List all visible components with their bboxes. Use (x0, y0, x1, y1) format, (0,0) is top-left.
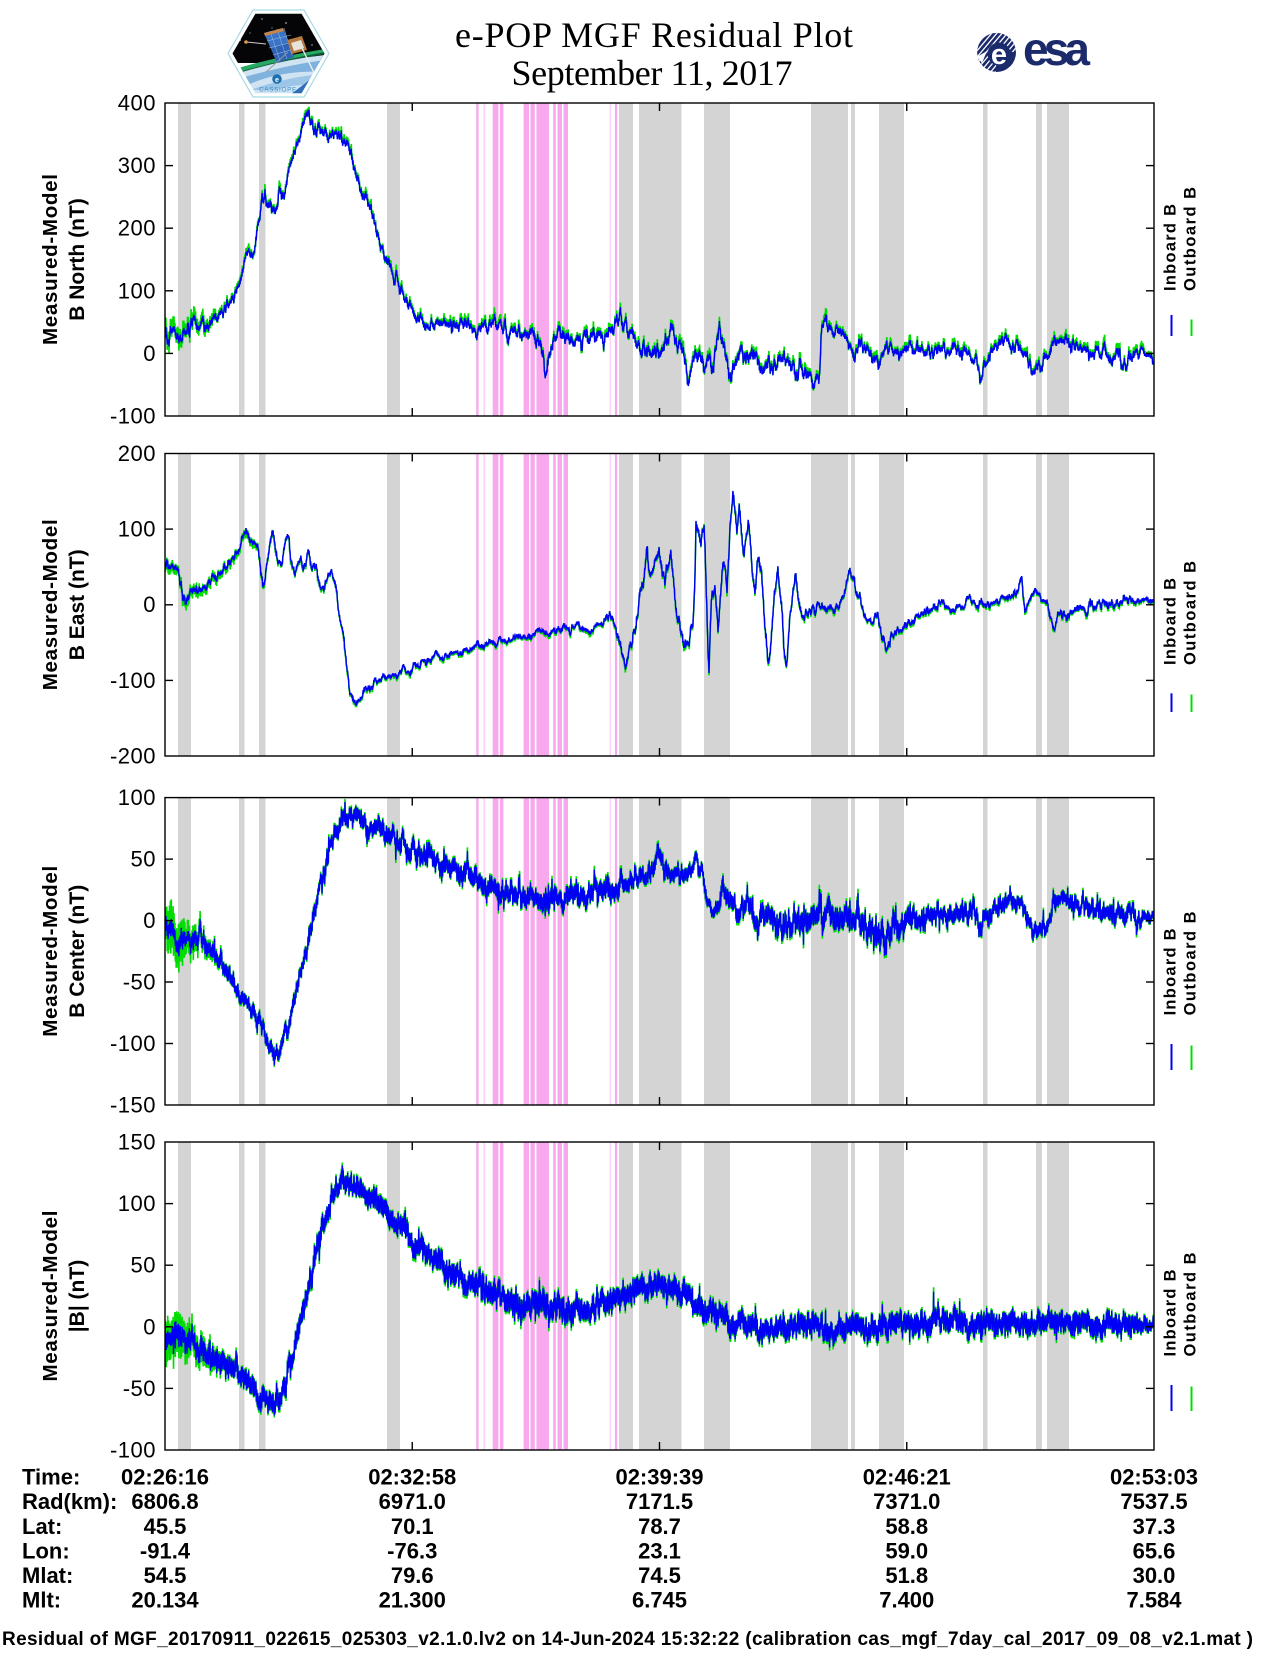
svg-text:0: 0 (143, 592, 156, 617)
svg-text:100: 100 (118, 785, 156, 810)
svg-text:7.584: 7.584 (1126, 1588, 1182, 1613)
svg-text:50: 50 (131, 847, 156, 872)
svg-text:7.400: 7.400 (879, 1588, 934, 1613)
svg-text:200: 200 (118, 216, 156, 241)
svg-text:02:53:03: 02:53:03 (1110, 1465, 1198, 1490)
svg-text:Inboard B: Inboard B (1162, 578, 1180, 665)
svg-text:20.134: 20.134 (131, 1588, 199, 1613)
svg-text:Lon:: Lon: (22, 1538, 70, 1563)
svg-text:0: 0 (143, 1314, 156, 1339)
svg-text:Inboard B: Inboard B (1162, 204, 1180, 291)
svg-text:-50: -50 (123, 1376, 156, 1401)
svg-text:150: 150 (118, 1130, 156, 1155)
svg-text:-200: -200 (110, 744, 156, 769)
svg-text:esa: esa (1023, 23, 1090, 75)
svg-text:B North (nT): B North (nT) (66, 198, 89, 320)
svg-text:B Center (nT): B Center (nT) (66, 885, 89, 1018)
svg-text:7537.5: 7537.5 (1120, 1489, 1187, 1514)
svg-text:CASSIOPE: CASSIOPE (259, 87, 297, 94)
svg-text:Rad(km):: Rad(km): (22, 1489, 117, 1514)
svg-text:50: 50 (131, 1253, 156, 1278)
svg-text:Time:: Time: (22, 1465, 80, 1490)
svg-text:78.7: 78.7 (638, 1514, 681, 1539)
svg-text:-150: -150 (110, 1093, 156, 1118)
svg-text:21.300: 21.300 (379, 1588, 446, 1613)
svg-text:-100: -100 (110, 1031, 156, 1056)
svg-text:Measured-Model: Measured-Model (39, 866, 62, 1037)
svg-text:45.5: 45.5 (144, 1514, 187, 1539)
svg-text:Mlat:: Mlat: (22, 1563, 73, 1588)
svg-text:54.5: 54.5 (144, 1563, 187, 1588)
svg-text:200: 200 (118, 441, 156, 466)
svg-text:7171.5: 7171.5 (626, 1489, 693, 1514)
svg-text:-91.4: -91.4 (140, 1538, 191, 1563)
svg-text:02:26:16: 02:26:16 (121, 1465, 209, 1490)
svg-text:23.1: 23.1 (638, 1538, 681, 1563)
svg-text:02:39:39: 02:39:39 (615, 1465, 703, 1490)
svg-text:e: e (275, 77, 279, 84)
svg-text:Measured-Model: Measured-Model (39, 1211, 62, 1382)
svg-text:Inboard B: Inboard B (1162, 928, 1180, 1015)
svg-text:Outboard B: Outboard B (1182, 561, 1200, 665)
svg-text:37.3: 37.3 (1133, 1514, 1176, 1539)
svg-text:Outboard B: Outboard B (1182, 911, 1200, 1015)
svg-text:79.6: 79.6 (391, 1563, 434, 1588)
svg-text:58.8: 58.8 (885, 1514, 928, 1539)
svg-text:02:46:21: 02:46:21 (863, 1465, 951, 1490)
svg-text:100: 100 (118, 278, 156, 303)
svg-text:September 11, 2017: September 11, 2017 (512, 53, 793, 93)
svg-text:300: 300 (118, 153, 156, 178)
svg-text:0: 0 (143, 908, 156, 933)
svg-text:Outboard B: Outboard B (1182, 1252, 1200, 1356)
svg-text:6806.8: 6806.8 (131, 1489, 198, 1514)
svg-text:Measured-Model: Measured-Model (39, 519, 62, 690)
svg-text:02:32:58: 02:32:58 (368, 1465, 456, 1490)
svg-text:e: e (991, 39, 1007, 71)
svg-text:65.6: 65.6 (1133, 1538, 1176, 1563)
svg-text:59.0: 59.0 (885, 1538, 928, 1563)
svg-text:30.0: 30.0 (1133, 1563, 1176, 1588)
svg-text:Outboard B: Outboard B (1182, 187, 1200, 291)
svg-text:51.8: 51.8 (885, 1563, 928, 1588)
svg-text:e-POP MGF Residual Plot: e-POP MGF Residual Plot (455, 15, 853, 55)
svg-text:-100: -100 (110, 404, 156, 429)
svg-text:7371.0: 7371.0 (873, 1489, 940, 1514)
svg-text:Measured-Model: Measured-Model (39, 174, 62, 345)
svg-text:100: 100 (118, 1191, 156, 1216)
svg-text:-76.3: -76.3 (387, 1538, 437, 1563)
svg-text:0: 0 (143, 341, 156, 366)
svg-text:Lat:: Lat: (22, 1514, 62, 1539)
svg-text:|B| (nT): |B| (nT) (66, 1260, 89, 1332)
svg-text:Inboard B: Inboard B (1162, 1269, 1180, 1356)
svg-text:400: 400 (118, 91, 156, 116)
svg-text:6.745: 6.745 (632, 1588, 687, 1613)
svg-text:74.5: 74.5 (638, 1563, 681, 1588)
svg-text:-100: -100 (110, 668, 156, 693)
svg-text:-100: -100 (110, 1438, 156, 1463)
svg-text:B East (nT): B East (nT) (66, 549, 89, 660)
svg-text:Mlt:: Mlt: (22, 1588, 61, 1613)
svg-text:6971.0: 6971.0 (379, 1489, 446, 1514)
svg-text:70.1: 70.1 (391, 1514, 434, 1539)
svg-text:-50: -50 (123, 970, 156, 995)
svg-text:Residual of MGF_20170911_02261: Residual of MGF_20170911_022615_025303_v… (2, 1629, 1253, 1650)
svg-text:100: 100 (118, 517, 156, 542)
